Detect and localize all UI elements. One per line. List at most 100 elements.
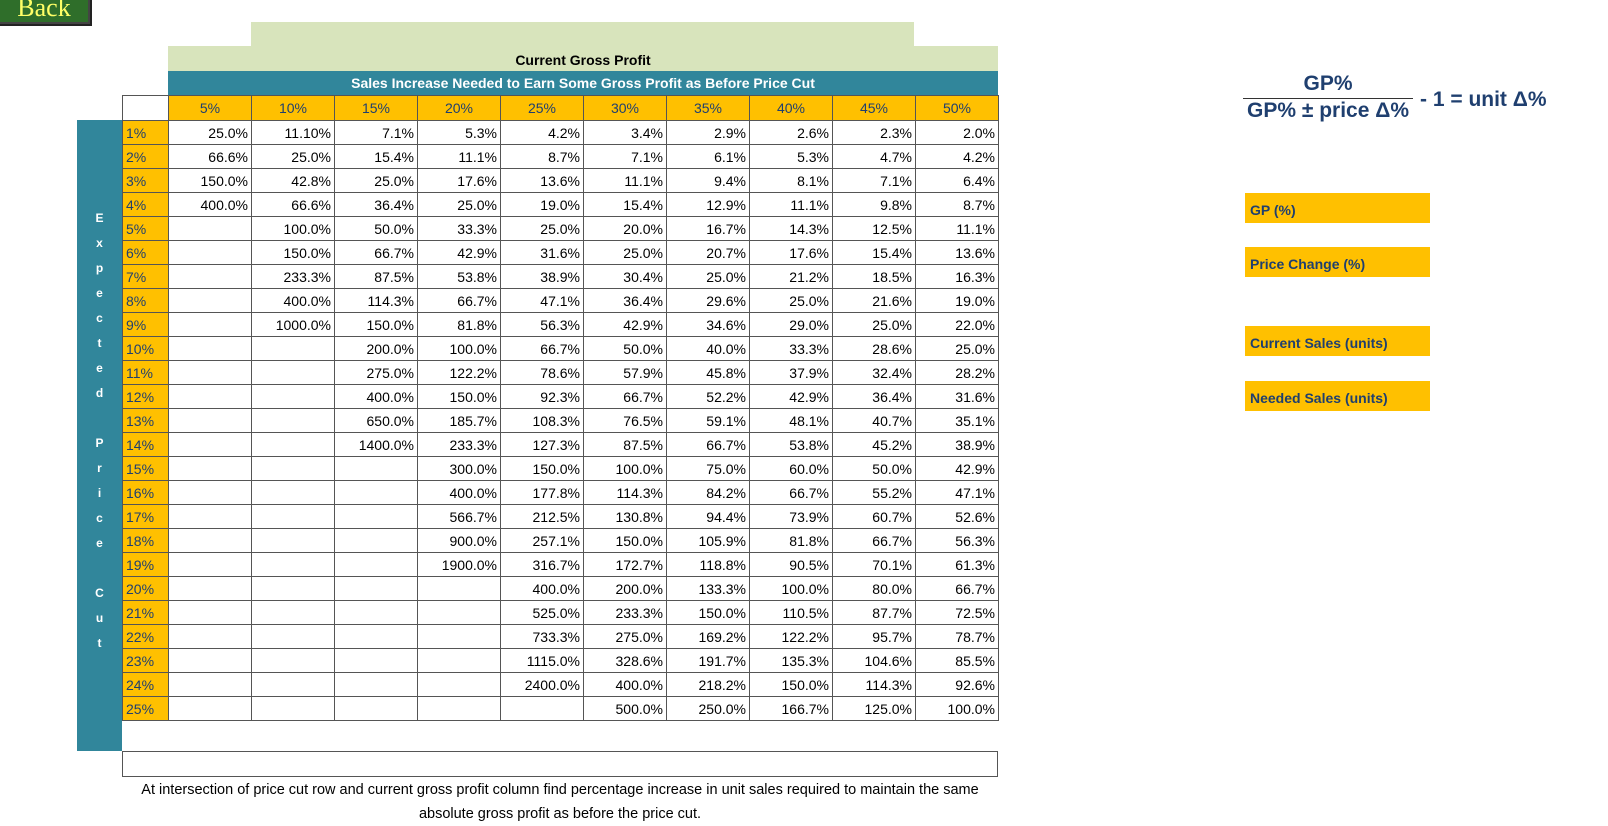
cell: 21.2% <box>749 264 833 289</box>
cell: 37.9% <box>749 360 833 385</box>
cell <box>334 552 418 577</box>
cell <box>168 480 252 505</box>
cell <box>334 480 418 505</box>
row-label: 7% <box>122 264 169 289</box>
cell: 650.0% <box>334 408 418 433</box>
cell: 15.4% <box>583 192 667 217</box>
row-label: 19% <box>122 552 169 577</box>
cell: 19.0% <box>915 288 999 313</box>
cell: 8.7% <box>500 144 584 169</box>
cell <box>334 600 418 625</box>
cell: 33.3% <box>417 216 501 241</box>
table-row: 19% 1900.0% 316.7% 172.7% 118.8% 90.5% 70.1% 61… <box>122 552 999 577</box>
cell: 127.3% <box>500 432 584 457</box>
cell: 42.9% <box>915 456 999 481</box>
cell: 4.7% <box>832 144 916 169</box>
row-label: 24% <box>122 672 169 697</box>
row-label: 25% <box>122 696 169 721</box>
cell: 25.0% <box>749 288 833 313</box>
cell: 5.3% <box>417 120 501 145</box>
cell: 48.1% <box>749 408 833 433</box>
table-row: 3% 150.0% 42.8% 25.0% 17.6% 13.6% 11.1% 9.4% 8.1… <box>122 168 999 193</box>
cell: 72.5% <box>915 600 999 625</box>
cell <box>334 576 418 601</box>
cell: 7.1% <box>583 144 667 169</box>
table-row: 2% 66.6% 25.0% 15.4% 11.1% 8.7% 7.1% 6.1% 5.3% 4.… <box>122 144 999 169</box>
cell: 20.7% <box>666 240 750 265</box>
cell: 4.2% <box>915 144 999 169</box>
table-row: 6% 150.0% 66.7% 42.9% 31.6% 25.0% 20.7% 17.6% 15… <box>122 240 999 265</box>
cell: 250.0% <box>666 696 750 721</box>
row-label: 3% <box>122 168 169 193</box>
cell: 104.6% <box>832 648 916 673</box>
header-band <box>251 22 914 47</box>
back-button[interactable]: Back <box>0 0 90 24</box>
side-bar: Expected Price Cut <box>77 120 122 751</box>
row-label: 15% <box>122 456 169 481</box>
cell: 25.0% <box>334 168 418 193</box>
cell: 18.5% <box>832 264 916 289</box>
cell: 21.6% <box>832 288 916 313</box>
cell: 60.7% <box>832 504 916 529</box>
cell: 25.0% <box>915 336 999 361</box>
cell: 66.7% <box>915 576 999 601</box>
cell: 900.0% <box>417 528 501 553</box>
cell: 36.4% <box>583 288 667 313</box>
cell: 45.8% <box>666 360 750 385</box>
cell: 50.0% <box>583 336 667 361</box>
table-row: 18% 900.0% 257.1% 150.0% 105.9% 81.8% 66.7% 56.… <box>122 528 999 553</box>
input-label: GP (%) <box>1245 193 1430 223</box>
input-label: Price Change (%) <box>1245 247 1430 277</box>
corner-cell <box>122 95 169 121</box>
cell <box>334 456 418 481</box>
cell: 95.7% <box>832 624 916 649</box>
cell: 61.3% <box>915 552 999 577</box>
cell: 12.5% <box>832 216 916 241</box>
cell: 200.0% <box>334 336 418 361</box>
cell: 28.2% <box>915 360 999 385</box>
numerator: GP% <box>1243 72 1413 99</box>
cell <box>168 624 252 649</box>
cell: 8.1% <box>749 168 833 193</box>
cell <box>168 264 252 289</box>
cell: 9.4% <box>666 168 750 193</box>
cell: 12.9% <box>666 192 750 217</box>
cell: 177.8% <box>500 480 584 505</box>
side-label: Expected Price Cut <box>92 210 107 661</box>
column-header: 25% <box>500 95 584 121</box>
cell: 150.0% <box>583 528 667 553</box>
cell: 36.4% <box>832 384 916 409</box>
cell: 78.7% <box>915 624 999 649</box>
cell: 7.1% <box>832 168 916 193</box>
cell <box>334 672 418 697</box>
cell: 29.0% <box>749 312 833 337</box>
cell: 47.1% <box>500 288 584 313</box>
cell <box>168 696 252 721</box>
cell: 316.7% <box>500 552 584 577</box>
cell: 29.6% <box>666 288 750 313</box>
cell: 15.4% <box>832 240 916 265</box>
cell <box>500 696 584 721</box>
cell <box>168 360 252 385</box>
cell <box>251 360 335 385</box>
row-label: 5% <box>122 216 169 241</box>
cell: 4.2% <box>500 120 584 145</box>
cell <box>251 624 335 649</box>
cell: 55.2% <box>832 480 916 505</box>
cell: 6.4% <box>915 168 999 193</box>
row-label: 10% <box>122 336 169 361</box>
cell: 218.2% <box>666 672 750 697</box>
row-label: 1% <box>122 120 169 145</box>
cell <box>168 600 252 625</box>
cell: 53.8% <box>417 264 501 289</box>
cell: 108.3% <box>500 408 584 433</box>
cell <box>417 576 501 601</box>
cell: 47.1% <box>915 480 999 505</box>
cell <box>168 648 252 673</box>
cell: 150.0% <box>334 312 418 337</box>
cell: 118.8% <box>666 552 750 577</box>
cell: 566.7% <box>417 504 501 529</box>
table-row: 11% 275.0% 122.2% 78.6% 57.9% 45.8% 37.9% 32.4%… <box>122 360 999 385</box>
cell: 52.2% <box>666 384 750 409</box>
cell: 73.9% <box>749 504 833 529</box>
